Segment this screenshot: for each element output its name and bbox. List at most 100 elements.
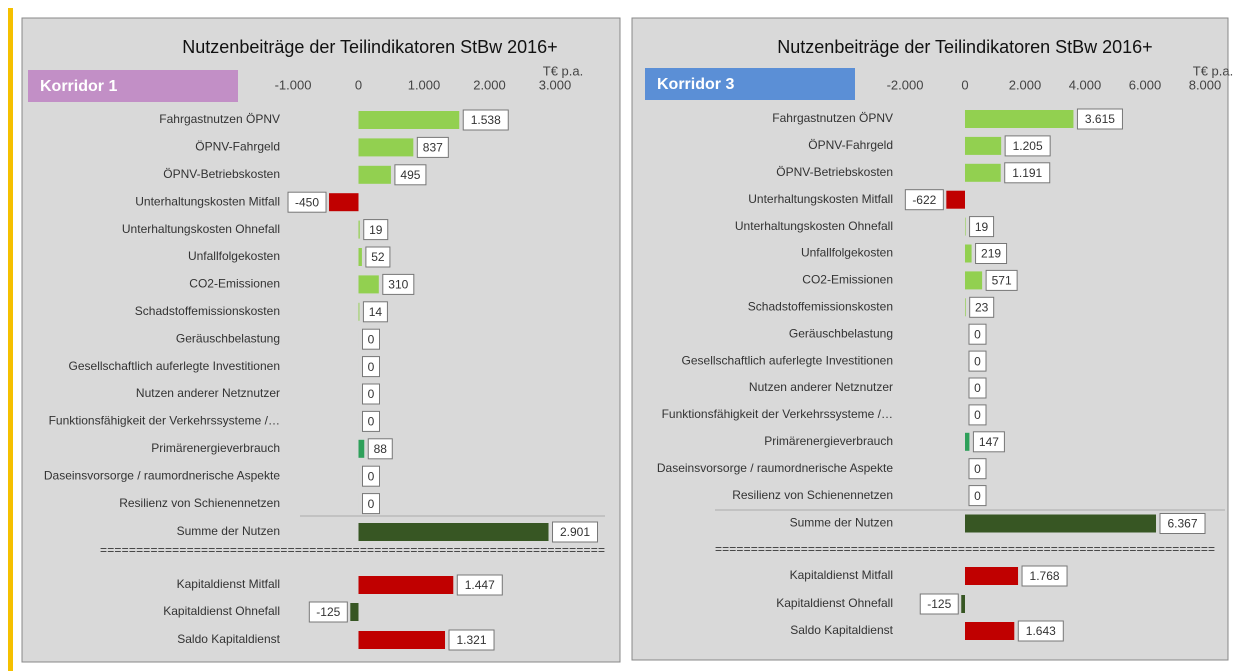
- value-label: 0: [974, 381, 981, 395]
- chart-title: Nutzenbeiträge der Teilindikatoren StBw …: [182, 37, 557, 57]
- value-label: 0: [368, 415, 375, 429]
- badge: Korridor 1: [40, 78, 117, 95]
- value-label: 0: [368, 469, 375, 483]
- category-label: ÖPNV-Fahrgeld: [195, 140, 280, 154]
- accent-bar: [8, 8, 13, 671]
- bar: [965, 432, 970, 451]
- value-label: 219: [981, 247, 1001, 261]
- category-label: ÖPNV-Betriebskosten: [776, 165, 893, 179]
- value-label: 19: [369, 223, 383, 237]
- category-label: CO2-Emissionen: [802, 273, 893, 287]
- category-label: Summe der Nutzen: [177, 524, 280, 538]
- value-label: 52: [371, 250, 385, 264]
- value-label: 14: [369, 305, 383, 319]
- value-label: 1.205: [1013, 139, 1043, 153]
- value-label: 0: [974, 327, 981, 341]
- bar: [965, 136, 1002, 155]
- bar: [358, 576, 454, 594]
- x-tick-label: 3.000: [539, 77, 572, 92]
- bar: [358, 138, 414, 157]
- value-label: 0: [368, 387, 375, 401]
- category-label: ÖPNV-Fahrgeld: [808, 138, 893, 152]
- value-box: [1017, 620, 1064, 642]
- bar: [965, 110, 1074, 128]
- value-box: [1004, 135, 1051, 157]
- value-label: 0: [974, 462, 981, 476]
- value-label: 1.538: [471, 113, 501, 127]
- value-label: -450: [295, 195, 319, 209]
- category-label: Kapitaldienst Ohnefall: [163, 604, 280, 618]
- category-label: Funktionsfähigkeit der Verkehrssysteme /…: [662, 407, 893, 421]
- category-label: Primärenergieverbrauch: [151, 441, 280, 455]
- value-label: 147: [979, 435, 999, 449]
- value-box: [1159, 513, 1206, 534]
- bar: [358, 275, 379, 294]
- category-label: Kapitaldienst Mitfall: [790, 568, 893, 582]
- value-label: 571: [992, 274, 1012, 288]
- value-label: 1.447: [465, 578, 495, 592]
- category-label: Saldo Kapitaldienst: [790, 623, 893, 637]
- bar: [358, 631, 446, 649]
- unit-label: T€ p.a.: [543, 63, 583, 78]
- value-box: [985, 269, 1018, 291]
- bar: [358, 165, 391, 184]
- value-label: 1.643: [1026, 624, 1056, 638]
- category-label: Unterhaltungskosten Mitfall: [135, 194, 280, 208]
- unit-label: T€ p.a.: [1193, 63, 1233, 78]
- value-label: 495: [400, 168, 420, 182]
- category-label: Unterhaltungskosten Ohnefall: [122, 222, 280, 236]
- category-label: Fahrgastnutzen ÖPNV: [772, 111, 893, 125]
- bar: [329, 193, 359, 212]
- value-box: [362, 465, 380, 487]
- value-label: 1.321: [457, 633, 487, 647]
- value-box: [308, 601, 348, 623]
- value-label: -125: [316, 605, 340, 619]
- value-box: [456, 574, 503, 596]
- x-tick-label: 0: [961, 77, 968, 92]
- x-tick-label: -2.000: [887, 77, 924, 92]
- value-box: [972, 431, 1005, 453]
- value-label: 0: [368, 497, 375, 511]
- category-label: CO2-Emissionen: [189, 277, 280, 291]
- bar: [358, 248, 362, 266]
- value-box: [968, 350, 987, 372]
- value-label: 0: [974, 354, 981, 368]
- category-label: Unterhaltungskosten Mitfall: [748, 192, 893, 206]
- bar: [358, 523, 549, 541]
- value-label: 23: [975, 300, 989, 314]
- bar: [358, 111, 460, 129]
- value-label: 88: [374, 442, 388, 456]
- bar: [358, 302, 360, 321]
- bar: [965, 514, 1157, 533]
- value-box: [382, 273, 415, 295]
- value-box: [362, 301, 388, 323]
- category-label: Resilienz von Schienennetzen: [732, 488, 893, 502]
- value-box: [362, 493, 380, 515]
- badge-bg: [28, 70, 238, 102]
- category-label: Resilienz von Schienennetzen: [119, 496, 280, 510]
- value-box: [969, 296, 995, 318]
- panel: [21, 17, 621, 663]
- category-label: Schadstoffemissionskosten: [748, 299, 893, 313]
- category-label: Gesellschaftlich auferlegte Investitione…: [69, 359, 280, 373]
- value-box: [919, 593, 959, 615]
- value-box: [975, 243, 1008, 264]
- bar: [965, 622, 1015, 640]
- category-label: Kapitaldienst Mitfall: [177, 577, 280, 591]
- value-label: 0: [368, 332, 375, 346]
- value-box: [1004, 162, 1051, 184]
- value-label: -622: [912, 193, 936, 207]
- bar: [965, 163, 1001, 182]
- separator: ========================================…: [100, 543, 605, 557]
- bar: [358, 220, 360, 239]
- x-tick-label: -1.000: [275, 77, 312, 92]
- bar: [965, 567, 1019, 585]
- panel: [631, 17, 1229, 661]
- chart-title: Nutzenbeiträge der Teilindikatoren StBw …: [777, 37, 1152, 57]
- bar: [965, 298, 966, 317]
- value-box: [394, 164, 427, 186]
- value-box: [1076, 108, 1123, 130]
- value-box: [362, 328, 380, 350]
- category-label: ÖPNV-Betriebskosten: [163, 167, 280, 181]
